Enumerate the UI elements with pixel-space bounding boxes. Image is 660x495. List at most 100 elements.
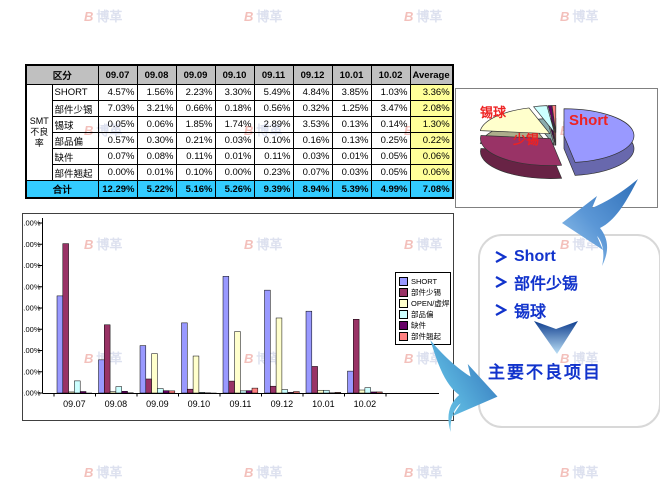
- pie-chart-card: 锡球 少锡 Short: [455, 88, 658, 208]
- table-cell: 2.23%: [175, 84, 216, 101]
- legend-item: 部品偏: [399, 309, 448, 320]
- table-row-label: 缺件: [51, 148, 99, 165]
- bar-部件少锡-09.10: [187, 388, 194, 394]
- bar-部件少锡-09.09: [145, 378, 152, 394]
- bar-OPEN/虚焊-09.08: [109, 391, 117, 394]
- pie-chart: [479, 105, 635, 179]
- table-total-cell: 7.08%: [409, 180, 454, 199]
- bar-SHORT-09.07: [56, 295, 64, 394]
- svg-text:0.00%: 0.00%: [23, 389, 41, 398]
- chevron-right-icon: [495, 303, 507, 317]
- pie-slice-5: [551, 105, 557, 133]
- down-arrow-icon: [534, 321, 578, 354]
- table-row-label: 部品偏: [51, 132, 99, 149]
- table-total-cell: 12.29%: [97, 180, 138, 199]
- bar-部品偏-09.12: [281, 389, 288, 394]
- bar-部品偏-09.09: [157, 388, 164, 394]
- pie-slice-3: [533, 105, 555, 133]
- bar-部件少锡-09.08: [104, 324, 111, 394]
- svg-text:09.07: 09.07: [63, 399, 86, 409]
- table-cell: 4.84%: [292, 84, 333, 101]
- bar-部品偏-09.07: [74, 380, 81, 394]
- summary-bullet-list: Short 部件少锡锡球: [480, 236, 659, 322]
- table-cell: 0.18%: [214, 100, 255, 117]
- bar-部件少锡-10.01: [311, 366, 318, 394]
- table-total-label: 合计: [25, 180, 99, 199]
- summary-bullet-text: 锡球: [514, 304, 547, 321]
- svg-text:1.00%: 1.00%: [23, 367, 41, 376]
- bar-部件翘起-09.09: [168, 390, 176, 394]
- table-total-cell: 9.39%: [253, 180, 294, 199]
- bar-部品偏-09.10: [198, 392, 205, 394]
- legend-swatch-icon: [399, 332, 408, 341]
- table-cell: 1.30%: [409, 116, 454, 133]
- svg-text:09.11: 09.11: [229, 399, 251, 409]
- summary-bullet: 部件少锡: [494, 270, 659, 294]
- legend-label: 部品偏: [411, 310, 434, 319]
- table-total-cell: 8.94%: [292, 180, 333, 199]
- table-cell: 0.08%: [136, 148, 177, 165]
- bar-chart: 0.00% 1.00% 2.00% 3.00% 4.00% 5.00% 6.00% 7.00%…: [23, 218, 439, 409]
- table-cell: 0.01%: [214, 148, 255, 165]
- bar-部件翘起-10.02: [376, 391, 383, 394]
- bar-SHORT-10.01: [305, 310, 313, 394]
- svg-text:4.00%: 4.00%: [23, 304, 41, 313]
- legend-item: OPEN/虚焊: [399, 298, 449, 309]
- legend-swatch-icon: [399, 299, 408, 308]
- table-cell: 1.25%: [331, 100, 372, 117]
- svg-text:7.00%: 7.00%: [23, 240, 41, 249]
- legend-swatch-icon: [399, 310, 408, 319]
- table-column-header: Average: [409, 64, 454, 85]
- chevron-right-icon: [495, 275, 507, 289]
- legend-label: 部件少锡: [411, 288, 441, 297]
- summary-bullet: 锡球: [494, 298, 659, 322]
- bar-OPEN/虚焊-09.11: [234, 331, 241, 394]
- legend-label: 缺件: [411, 321, 426, 330]
- pie-slice-label-short: Short: [569, 112, 609, 129]
- table-cell: 0.00%: [214, 164, 255, 181]
- bar-缺件-10.02: [370, 391, 377, 394]
- bar-SHORT-09.10: [181, 322, 188, 394]
- svg-text:09.08: 09.08: [105, 399, 128, 409]
- summary-bullet-text: 部件少锡: [514, 276, 579, 293]
- pie-slice-label-xiqiu: 锡球: [480, 105, 507, 120]
- table-column-header: 09.12: [292, 64, 333, 85]
- table-cell: 0.21%: [175, 132, 216, 149]
- table-column-header: 09.09: [175, 64, 216, 85]
- summary-bullet: Short: [494, 248, 659, 266]
- table-cell: 0.06%: [409, 148, 454, 165]
- smt-defect-rate-table: 区分 09.07 09.08 09.09 09.10 09.11 09.12 10.01 10.…: [25, 64, 454, 199]
- table-cell: 4.57%: [97, 84, 138, 101]
- legend-swatch-icon: [399, 288, 408, 297]
- table-total-cell: 4.99%: [370, 180, 411, 199]
- svg-text:10.02: 10.02: [354, 399, 377, 409]
- table-column-header: 09.08: [136, 64, 177, 85]
- table-cell: 0.06%: [136, 116, 177, 133]
- legend-swatch-icon: [399, 321, 408, 330]
- svg-text:09.12: 09.12: [271, 399, 294, 409]
- table-row-label: 锡球: [51, 116, 99, 133]
- bar-部件翘起-09.12: [293, 391, 300, 394]
- bar-部件少锡-09.07: [62, 243, 69, 394]
- table-cell: 5.49%: [253, 84, 294, 101]
- bar-OPEN/虚焊-09.10: [192, 355, 200, 394]
- svg-text:09.10: 09.10: [188, 399, 211, 409]
- legend-label: 部件翘起: [411, 332, 441, 341]
- bar-SHORT-09.08: [98, 359, 105, 394]
- bar-部品偏-09.08: [115, 386, 122, 394]
- pie-slice-4: [547, 105, 556, 133]
- table-cell: 0.05%: [370, 148, 411, 165]
- pie-slice-0: [563, 108, 635, 163]
- table-cell: 0.06%: [409, 164, 454, 181]
- legend-item: SHORT: [399, 276, 448, 287]
- table-column-header: 10.01: [331, 64, 372, 85]
- svg-text:09.09: 09.09: [146, 399, 169, 409]
- table-cell: 0.16%: [292, 132, 333, 149]
- table-cell: 0.03%: [292, 148, 333, 165]
